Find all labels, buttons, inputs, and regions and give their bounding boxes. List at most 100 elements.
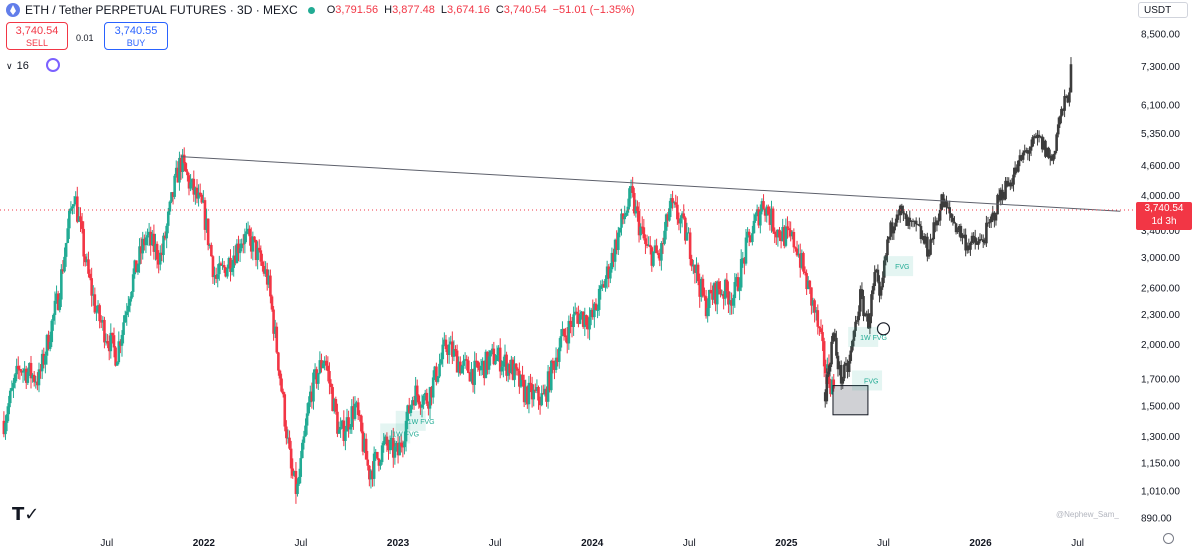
- candle-body: [376, 451, 379, 459]
- candle-body: [384, 436, 387, 441]
- candle-body: [588, 317, 591, 330]
- candle-body: [61, 269, 65, 272]
- candle-body: [462, 360, 465, 366]
- projection-body: [937, 220, 940, 222]
- candle-body: [117, 341, 121, 363]
- candle-body: [521, 374, 524, 380]
- projection-body: [1024, 150, 1028, 152]
- candle-body: [45, 335, 49, 356]
- projection-body: [881, 277, 884, 288]
- projection-body: [906, 217, 910, 226]
- candle-body: [430, 387, 433, 398]
- sync-icon[interactable]: [46, 58, 60, 72]
- candle-body: [289, 448, 293, 469]
- candle-body: [91, 294, 95, 296]
- projection-body: [927, 254, 931, 257]
- candle-body: [28, 362, 31, 373]
- candle-body: [197, 192, 200, 199]
- projection-body: [911, 220, 915, 222]
- candle-body: [286, 437, 290, 439]
- candle-body: [680, 213, 684, 219]
- x-tick-label: Jul: [100, 538, 113, 549]
- candle-body: [695, 264, 698, 273]
- candle-body: [636, 206, 639, 211]
- candle-body: [811, 300, 815, 306]
- settings-icon[interactable]: [1163, 533, 1174, 544]
- candle-body: [454, 349, 457, 351]
- candle-body: [340, 420, 344, 427]
- candle-body: [751, 233, 754, 243]
- ohlc-low-value: 3,674.16: [447, 4, 490, 16]
- projection-body: [852, 330, 856, 341]
- candle-body: [278, 370, 282, 379]
- candle-body: [514, 363, 518, 369]
- candle-body: [12, 382, 15, 388]
- candle-body: [601, 284, 604, 286]
- projection-body: [862, 296, 865, 316]
- candle-body: [36, 381, 39, 386]
- projection-body: [905, 214, 908, 226]
- buy-button[interactable]: 3,740.55 BUY: [104, 22, 168, 50]
- symbol-title[interactable]: ETH / Tether PERPETUAL FUTURES · 3D · ME…: [25, 3, 298, 17]
- projection-body: [1026, 150, 1030, 154]
- candle-body: [439, 359, 443, 364]
- y-tick-label: 6,100.00: [1141, 101, 1180, 112]
- projection-body: [854, 321, 857, 331]
- candle-body: [465, 359, 468, 361]
- candle-body: [508, 364, 512, 374]
- candle-body: [652, 251, 655, 266]
- candle-body: [658, 254, 662, 261]
- candle-body: [407, 405, 411, 413]
- tradingview-logo[interactable]: T✓: [12, 504, 40, 525]
- candle-body: [128, 298, 132, 306]
- indicators-toggle[interactable]: ∨ 16: [6, 58, 29, 74]
- candle-body: [620, 213, 623, 228]
- candle-body: [519, 374, 523, 387]
- projection-body: [887, 236, 891, 240]
- candle-body: [433, 366, 437, 378]
- candle-body: [597, 288, 601, 310]
- candle-body: [190, 178, 194, 183]
- projection-body: [914, 220, 918, 225]
- candle-body: [96, 305, 100, 312]
- x-tick-label: 2022: [193, 538, 216, 549]
- candle-body: [762, 201, 765, 209]
- projection-body: [962, 234, 966, 236]
- candle-body: [24, 368, 28, 383]
- projection-body: [940, 194, 944, 210]
- candle-body: [29, 362, 33, 379]
- candle-body: [222, 265, 226, 268]
- projection-body: [957, 225, 961, 231]
- currency-selector[interactable]: USDT: [1138, 2, 1188, 18]
- projection-body: [1023, 150, 1027, 153]
- candle-body: [155, 243, 159, 260]
- projection-body: [1064, 96, 1068, 98]
- candle-body: [441, 344, 445, 360]
- y-tick-label: 890.00: [1141, 514, 1172, 525]
- candle-body: [350, 406, 354, 428]
- candle-body: [573, 311, 577, 315]
- candle-body: [814, 310, 818, 313]
- projection-body: [857, 311, 861, 321]
- candle-body: [355, 402, 358, 404]
- candle-body: [251, 236, 255, 252]
- projection-body: [841, 378, 845, 384]
- candle-body: [733, 281, 737, 299]
- candle-body: [414, 385, 417, 406]
- x-tick-label: 2026: [969, 538, 992, 549]
- candle-body: [415, 385, 419, 396]
- x-tick-label: 2024: [581, 538, 604, 549]
- sell-label: SELL: [25, 38, 49, 48]
- candle-body: [262, 266, 266, 274]
- sell-button[interactable]: 3,740.54 SELL: [6, 22, 68, 50]
- projection-body: [948, 207, 951, 214]
- candle-body: [707, 289, 711, 309]
- projection-body: [922, 236, 926, 244]
- candle-body: [141, 238, 145, 254]
- candle-body: [746, 231, 749, 238]
- candle-body: [47, 335, 50, 349]
- candle-body: [353, 403, 357, 419]
- candle-body: [348, 427, 352, 430]
